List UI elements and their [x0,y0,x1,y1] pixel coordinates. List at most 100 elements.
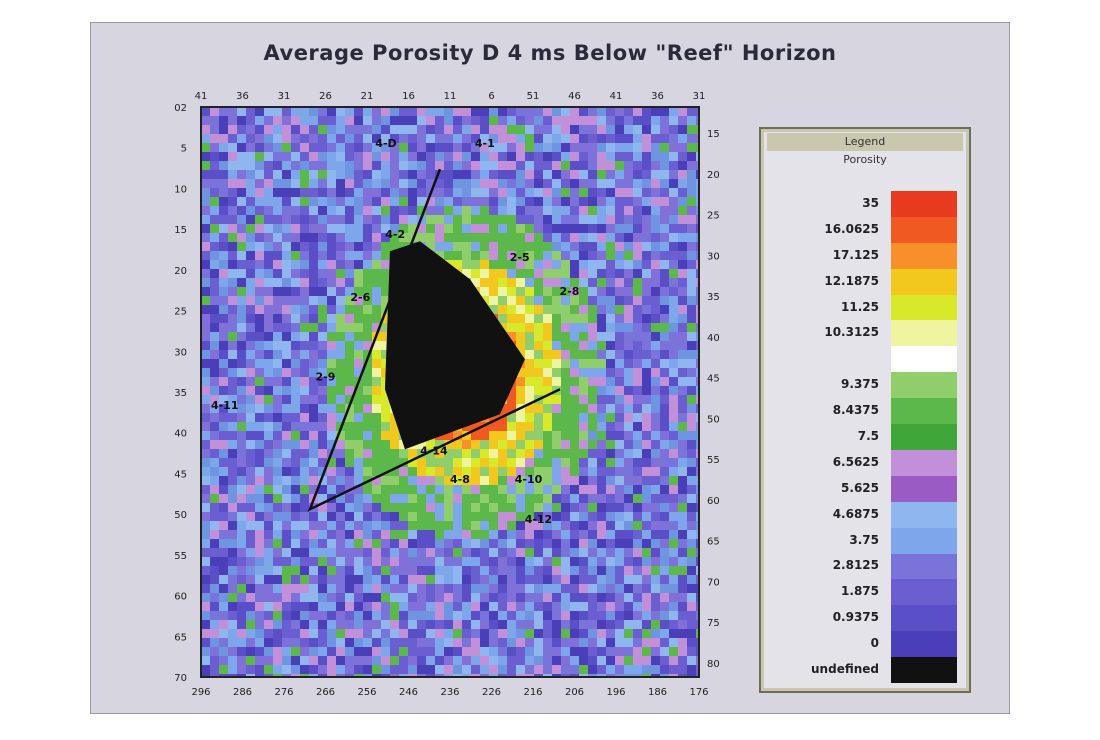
map-cell [669,251,678,260]
map-cell [651,143,660,152]
map-cell [570,575,579,584]
map-cell [561,674,570,677]
map-cell [534,431,543,440]
map-cell [471,458,480,467]
map-cell [291,458,300,467]
map-cell [201,449,210,458]
map-cell [390,134,399,143]
map-cell [624,314,633,323]
map-cell [651,395,660,404]
map-cell [471,215,480,224]
map-cell [588,575,597,584]
map-cell [471,179,480,188]
map-cell [390,143,399,152]
map-cell [633,530,642,539]
map-cell [219,548,228,557]
map-cell [516,449,525,458]
map-cell [372,359,381,368]
map-cell [363,215,372,224]
map-cell [390,161,399,170]
map-cell [606,350,615,359]
map-cell [534,521,543,530]
map-cell [534,440,543,449]
map-cell [543,602,552,611]
map-cell [516,530,525,539]
map-cell [399,584,408,593]
map-cell [255,359,264,368]
map-cell [318,134,327,143]
map-cell [219,377,228,386]
map-cell [669,386,678,395]
map-cell [570,341,579,350]
map-cell [615,512,624,521]
map-cell [453,566,462,575]
map-cell [390,179,399,188]
map-cell [345,287,354,296]
map-cell [516,512,525,521]
map-cell [408,674,417,677]
map-cell [345,413,354,422]
map-cell [696,539,699,548]
map-cell [426,503,435,512]
map-cell [642,476,651,485]
map-cell [228,674,237,677]
map-cell [237,413,246,422]
map-cell [462,449,471,458]
map-cell [543,395,552,404]
map-cell [435,440,444,449]
map-cell [606,548,615,557]
map-cell [633,512,642,521]
map-cell [606,116,615,125]
map-cell [498,161,507,170]
map-cell [498,530,507,539]
map-cell [201,647,210,656]
map-cell [489,224,498,233]
map-cell [417,503,426,512]
map-cell [291,305,300,314]
map-cell [498,233,507,242]
map-cell [372,494,381,503]
map-cell [633,665,642,674]
map-cell [471,512,480,521]
map-cell [408,611,417,620]
map-cell [399,494,408,503]
map-cell [246,278,255,287]
map-cell [228,224,237,233]
map-cell [642,674,651,677]
map-cell [291,638,300,647]
map-cell [669,395,678,404]
map-cell [291,395,300,404]
map-cell [264,242,273,251]
map-cell [579,575,588,584]
map-cell [210,152,219,161]
map-cell [372,251,381,260]
map-cell [372,539,381,548]
map-cell [255,377,264,386]
map-cell [516,638,525,647]
map-cell [408,485,417,494]
map-cell [327,125,336,134]
map-cell [651,503,660,512]
map-cell [570,602,579,611]
map-cell [390,674,399,677]
map-cell [624,620,633,629]
map-cell [426,539,435,548]
well-label: 4-1 [475,137,495,150]
map-cell [201,611,210,620]
map-cell [435,503,444,512]
map-cell [624,566,633,575]
map-cell [444,197,453,206]
map-cell [219,575,228,584]
map-cell [669,305,678,314]
map-cell [417,620,426,629]
map-cell [642,440,651,449]
map-cell [606,611,615,620]
map-cell [642,323,651,332]
map-cell [561,350,570,359]
map-cell [255,539,264,548]
map-cell [615,413,624,422]
map-cell [579,485,588,494]
map-cell [273,395,282,404]
map-cell [696,557,699,566]
map-cell [642,161,651,170]
